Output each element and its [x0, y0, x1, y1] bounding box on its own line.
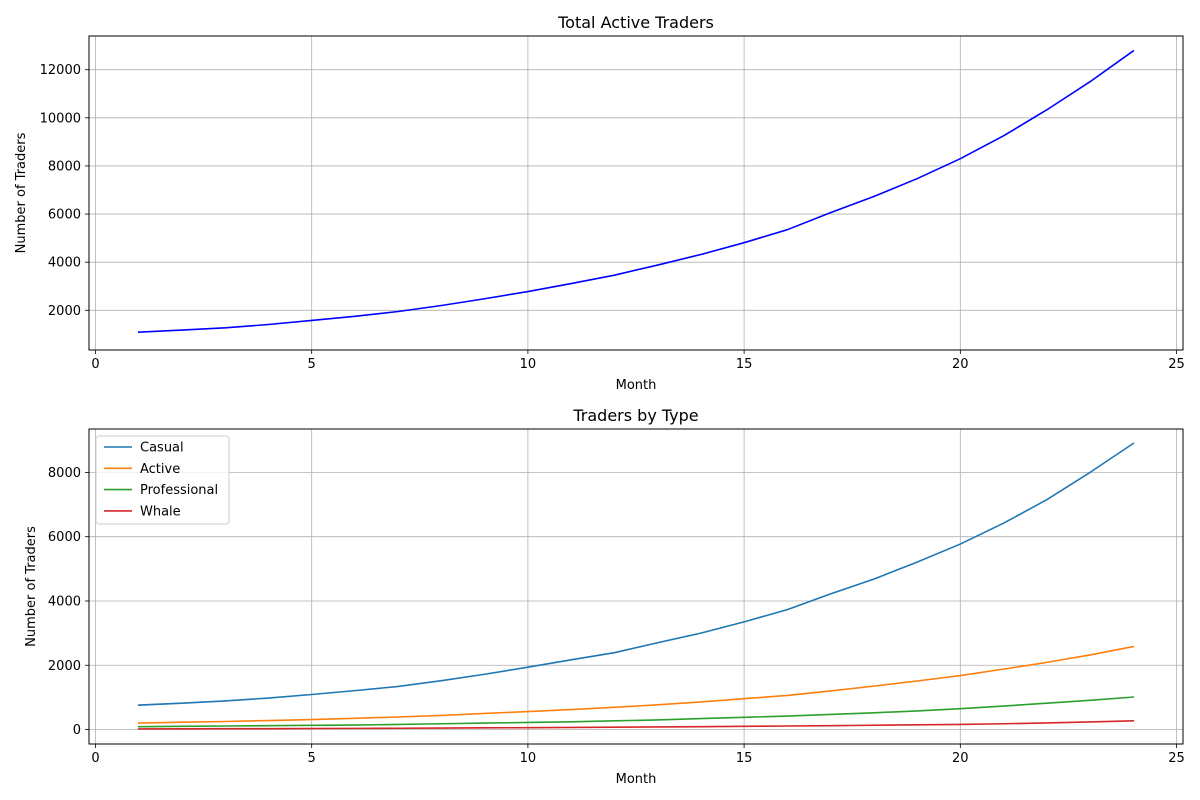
legend: Casual Active Professional Whale: [95, 435, 230, 525]
x-tick-label: 0: [91, 357, 99, 372]
x-tick-label: 10: [520, 357, 537, 372]
x-axis-label: Month: [616, 378, 657, 393]
y-axis-label: Number of Traders: [24, 526, 39, 647]
series-line-active: [137, 645, 1135, 724]
x-tick-label: 15: [736, 751, 753, 766]
legend-label-casual: Casual: [140, 441, 184, 456]
x-tick-label: 5: [308, 357, 316, 372]
legend-label-whale: Whale: [140, 504, 181, 519]
y-tick-label: 2000: [48, 659, 81, 674]
x-tick-label: 15: [736, 357, 753, 372]
y-tick-label: 4000: [48, 594, 81, 609]
x-axis-label: Month: [616, 772, 657, 787]
x-tick-label: 5: [308, 751, 316, 766]
y-tick-label: 2000: [48, 304, 81, 319]
chart-traders-by-type: 0 5 10 15 20 25 0 2000 4000 6000 8000 Traders by Ty…: [24, 406, 1185, 787]
legend-label-active: Active: [140, 462, 180, 477]
series-line-total: [137, 49, 1135, 334]
plot-frame: [88, 35, 1184, 351]
y-tick-label: 6000: [48, 530, 81, 545]
y-tick-label: 4000: [48, 256, 81, 271]
series-line-whale: [137, 720, 1135, 730]
plot-frame: [88, 428, 1184, 745]
x-tick-label: 0: [91, 751, 99, 766]
x-tick-label: 20: [952, 751, 969, 766]
x-tick-label: 20: [952, 357, 969, 372]
y-tick-label: 0: [73, 723, 81, 738]
x-tick-label: 25: [1168, 357, 1185, 372]
legend-box: [95, 435, 230, 525]
y-tick-label: 8000: [48, 466, 81, 481]
y-tick-label: 10000: [40, 111, 81, 126]
x-tick-label: 25: [1168, 751, 1185, 766]
chart-title: Total Active Traders: [557, 13, 714, 32]
chart-title: Traders by Type: [572, 406, 698, 425]
legend-label-professional: Professional: [140, 483, 218, 498]
y-tick-label: 8000: [48, 159, 81, 174]
series-line-casual: [137, 442, 1135, 706]
y-tick-label: 12000: [40, 63, 81, 78]
x-tick-label: 10: [520, 751, 537, 766]
chart-total-active-traders: 0 5 10 15 20 25 2000 4000 6000 8000 10000 12000 Tota…: [14, 13, 1185, 393]
y-axis-label: Number of Traders: [14, 132, 29, 253]
y-tick-label: 6000: [48, 208, 81, 223]
series-line-professional: [137, 696, 1135, 728]
